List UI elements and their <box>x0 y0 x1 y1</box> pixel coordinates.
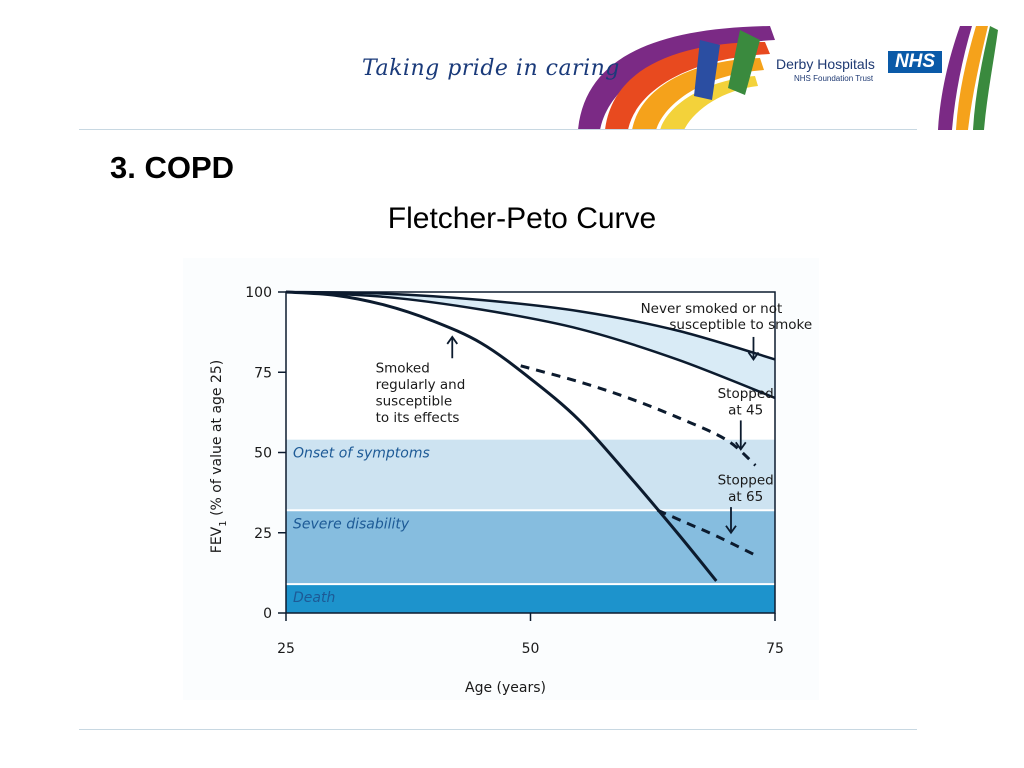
annotation-text: regularly and <box>376 377 466 393</box>
annotation-arrowhead <box>735 441 747 451</box>
y-axis-label: FEV1 (% of value at age 25) <box>209 360 229 553</box>
tagline-text: Taking pride in caring <box>362 56 620 81</box>
chart-title: Fletcher-Peto Curve <box>387 202 657 235</box>
org-name: Derby Hospitals <box>776 56 875 72</box>
zone-label: Severe disability <box>293 516 410 532</box>
series-stopped-line <box>657 508 757 557</box>
zone-band <box>286 439 775 511</box>
normal-band-upper-line <box>285 290 776 361</box>
annotation-text: at 65 <box>728 489 763 505</box>
annotation-text: at 45 <box>728 402 763 418</box>
slide-header: Taking pride in caring Derby Hospitals N… <box>0 0 1024 130</box>
annotation-text: to its effects <box>376 410 460 426</box>
zone-label: Death <box>293 590 335 606</box>
y-tick-label: 25 <box>254 526 272 542</box>
org-trust: NHS Foundation Trust <box>794 74 874 83</box>
annotation-text: Smoked <box>376 360 430 376</box>
x-tick-label: 50 <box>522 641 540 657</box>
annotation-text: susceptible <box>376 393 453 409</box>
header-divider <box>79 129 917 130</box>
normal-band-label-line1: Never smoked or not <box>641 301 783 317</box>
zone-label: Onset of symptoms <box>293 446 430 462</box>
zone-band <box>286 510 775 585</box>
y-tick-label: 50 <box>254 446 272 462</box>
annotation-text: Stopped <box>718 386 774 402</box>
x-tick-label: 25 <box>277 641 295 657</box>
annotation-text: Stopped <box>718 473 774 489</box>
nhs-logo-badge: NHS <box>888 51 942 73</box>
normal-band-area <box>286 292 775 398</box>
zone-band <box>286 584 775 613</box>
normal-band-label-line2: susceptible to smoke <box>669 317 812 333</box>
y-tick-label: 0 <box>263 606 272 622</box>
x-axis-label: Age (years) <box>465 680 546 696</box>
rainbow-logo-graphic <box>578 26 998 130</box>
chart-figure: Onset of symptoms Severe disability Death 0… <box>183 258 819 700</box>
x-tick-label: 75 <box>766 641 784 657</box>
series-smoker-line <box>285 290 718 582</box>
y-tick-label: 75 <box>254 365 272 381</box>
annotation-arrowhead <box>446 335 458 345</box>
normal-band-arrowhead <box>747 351 760 361</box>
footer-divider <box>79 729 917 730</box>
series-stopped-line <box>520 364 757 467</box>
y-tick-label: 100 <box>245 285 272 301</box>
normal-band-lower-line <box>285 290 776 400</box>
fletcher-peto-chart: Onset of symptoms Severe disability Death 0… <box>183 258 819 700</box>
slide-title: 3. COPD <box>110 150 235 185</box>
annotation-arrowhead <box>725 525 737 535</box>
